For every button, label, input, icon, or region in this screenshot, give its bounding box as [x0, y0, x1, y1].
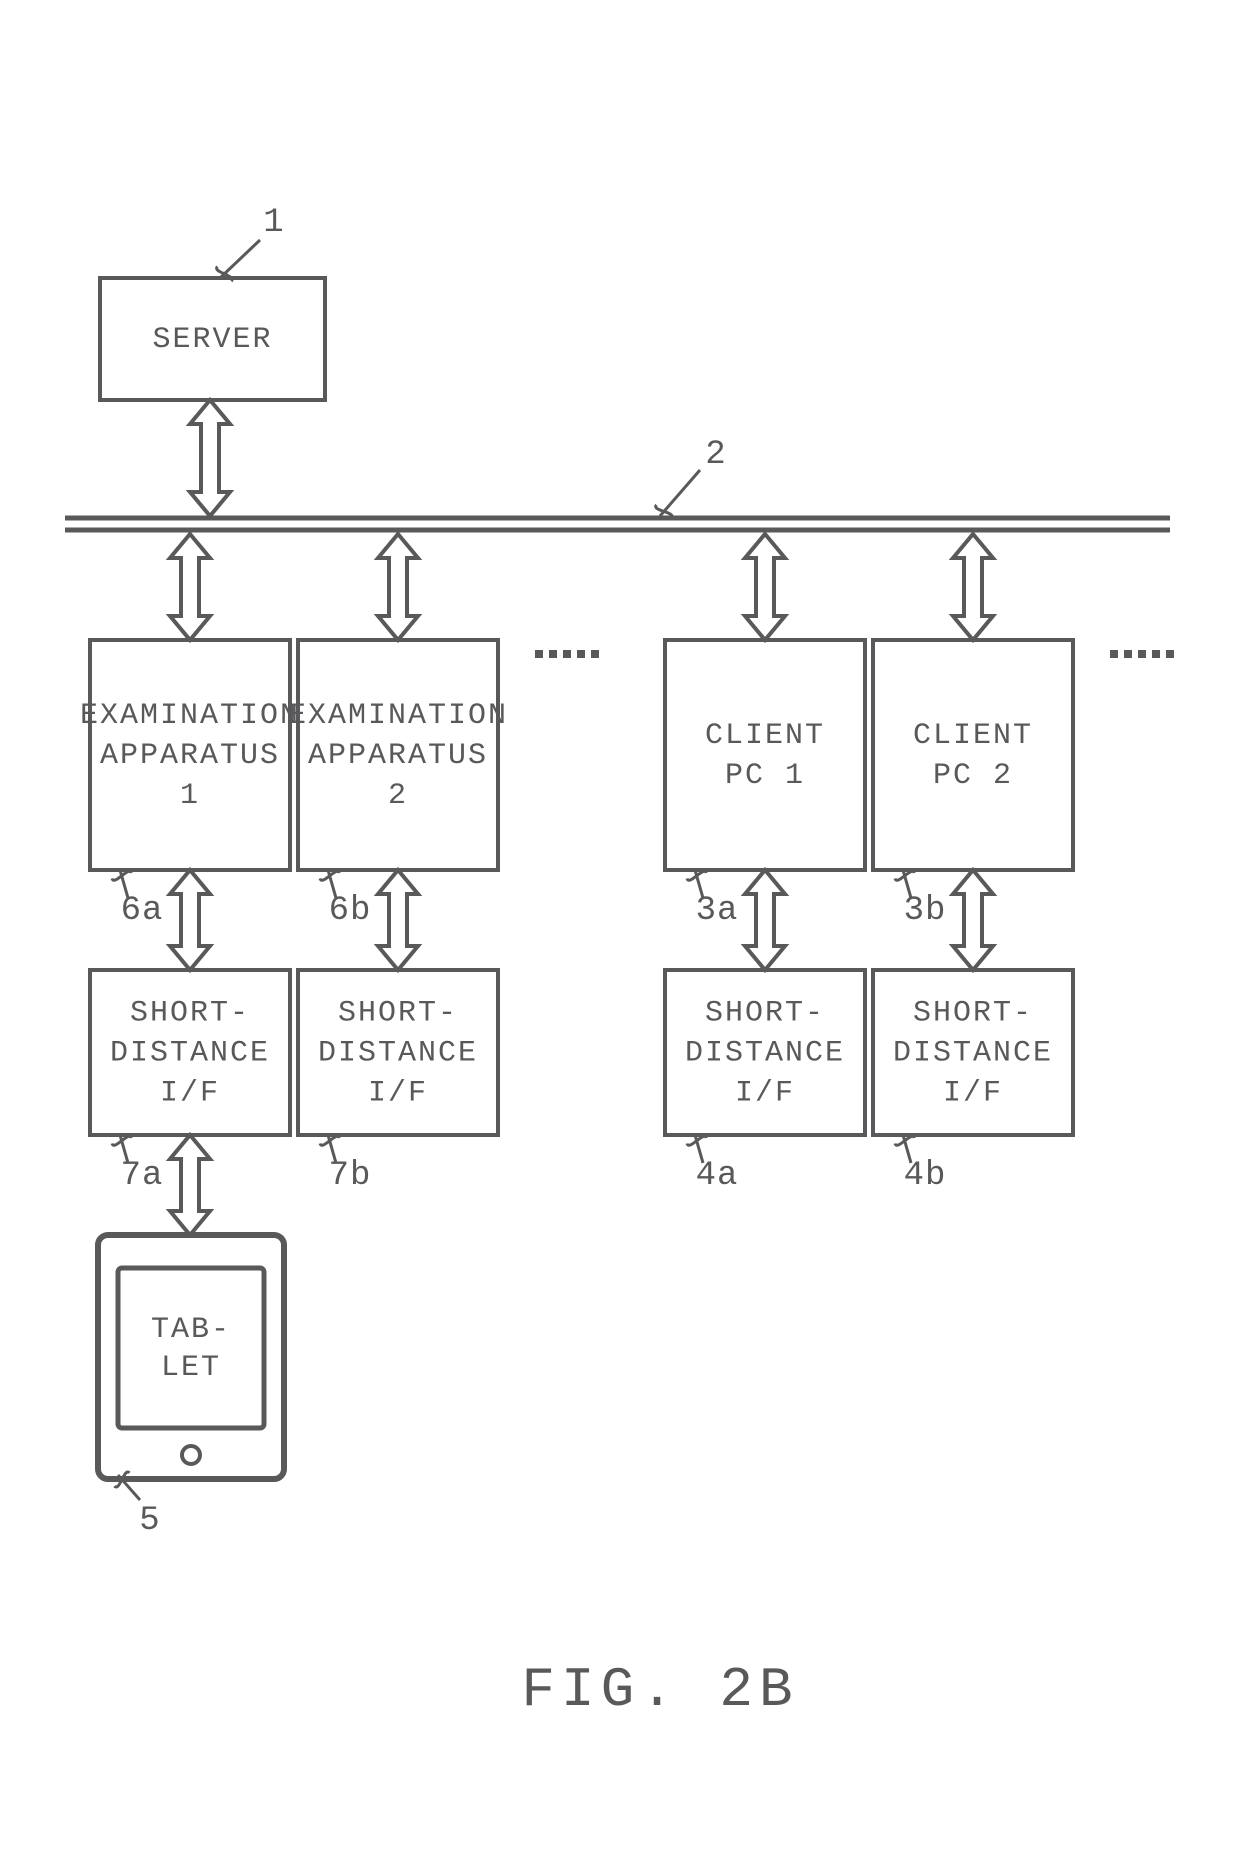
row1-box-label: CLIENT — [705, 719, 825, 753]
row1-ref: 6a — [121, 892, 164, 930]
tablet-screen — [118, 1268, 264, 1428]
row1-box-label: APPARATUS — [308, 739, 488, 773]
row1-box-label: PC 1 — [725, 759, 805, 793]
bidir-arrow — [378, 534, 418, 640]
bidir-arrow — [170, 1135, 210, 1235]
bidir-arrow — [953, 534, 993, 640]
row2-box-label: I/F — [368, 1076, 428, 1110]
row1-box-label: 2 — [388, 779, 408, 813]
row1-ref: 3a — [696, 892, 739, 930]
row2-ref: 4a — [696, 1157, 739, 1195]
figure-2b-diagram: SERVER12EXAMINATIONAPPARATUS16aEXAMINATI… — [0, 0, 1240, 1849]
row1-box-label: APPARATUS — [100, 739, 280, 773]
bidir-arrow — [745, 870, 785, 970]
bidir-arrow — [378, 870, 418, 970]
server-label: SERVER — [152, 323, 272, 357]
tablet-label: LET — [161, 1351, 221, 1385]
row1-box-label: CLIENT — [913, 719, 1033, 753]
bidir-arrow — [170, 534, 210, 640]
server-ref: 1 — [263, 204, 284, 242]
row2-box-label: SHORT- — [913, 996, 1033, 1030]
tablet-ref: 5 — [139, 1502, 160, 1540]
row1-ref: 6b — [329, 892, 372, 930]
bidir-arrow — [190, 400, 230, 516]
tablet-label: TAB- — [151, 1313, 231, 1347]
tablet-home-icon — [182, 1446, 200, 1464]
row2-ref: 7a — [121, 1157, 164, 1195]
row1-box-label: PC 2 — [933, 759, 1013, 793]
row2-box-label: DISTANCE — [110, 1036, 270, 1070]
row2-ref: 4b — [904, 1157, 947, 1195]
bus-ref: 2 — [705, 436, 726, 474]
row1-box-label: EXAMINATION — [288, 699, 508, 733]
row2-box-label: I/F — [160, 1076, 220, 1110]
bidir-arrow — [745, 534, 785, 640]
row1-box-label: 1 — [180, 779, 200, 813]
row2-box-label: SHORT- — [338, 996, 458, 1030]
row2-box-label: SHORT- — [130, 996, 250, 1030]
row2-box-label: DISTANCE — [318, 1036, 478, 1070]
row2-box-label: DISTANCE — [685, 1036, 845, 1070]
bidir-arrow — [953, 870, 993, 970]
row2-box-label: I/F — [735, 1076, 795, 1110]
row2-box-label: I/F — [943, 1076, 1003, 1110]
row2-box-label: DISTANCE — [893, 1036, 1053, 1070]
figure-caption: FIG. 2B — [521, 1658, 798, 1722]
row2-box-label: SHORT- — [705, 996, 825, 1030]
bidir-arrow — [170, 870, 210, 970]
row1-ref: 3b — [904, 892, 947, 930]
row2-ref: 7b — [329, 1157, 372, 1195]
row1-box-label: EXAMINATION — [80, 699, 300, 733]
